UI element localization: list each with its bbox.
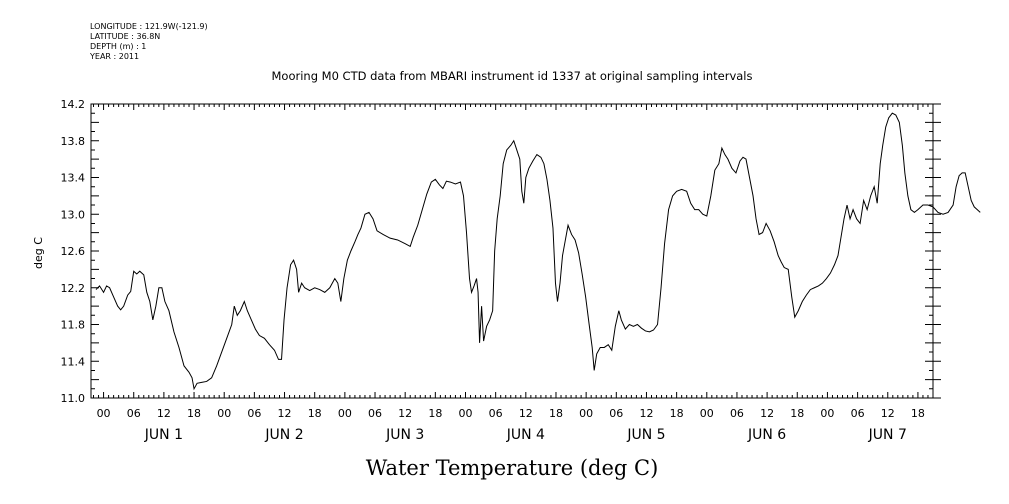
y-axis-label: deg C [32, 237, 45, 269]
x-tick-label: 18 [670, 407, 684, 420]
x-tick-label: 18 [428, 407, 442, 420]
day-label: JUN 2 [264, 427, 303, 443]
x-tick-label: 18 [549, 407, 563, 420]
x-tick-label: 00 [97, 407, 111, 420]
day-label: JUN 7 [868, 427, 907, 443]
axis-ticks [91, 103, 941, 399]
y-tick-label: 12.6 [61, 245, 86, 258]
day-label: JUN 6 [747, 427, 786, 443]
x-tick-label: 06 [247, 407, 261, 420]
y-tick-label: 11.0 [61, 392, 86, 405]
latitude-text: LATITUDE : 36.8N [90, 32, 161, 41]
y-tick-labels: 11.0 11.4 11.8 12.2 12.6 13.0 13.4 13.8 14.2 [61, 98, 86, 405]
day-label: JUN 4 [506, 427, 545, 443]
day-label: JUN 3 [385, 427, 424, 443]
y-tick-label: 11.8 [61, 319, 86, 332]
x-tick-labels: 00 06 12 18 00 06 12 18 00 06 12 18 00 06 12 18 00 06 12 18… [97, 407, 925, 420]
chart-title: Mooring M0 CTD data from MBARI instrumen… [272, 69, 753, 83]
x-tick-label: 06 [127, 407, 141, 420]
day-label: JUN 5 [626, 427, 665, 443]
x-tick-label: 00 [820, 407, 834, 420]
x-tick-label: 18 [308, 407, 322, 420]
x-tick-label: 06 [609, 407, 623, 420]
x-tick-label: 00 [459, 407, 473, 420]
x-tick-label: 00 [217, 407, 231, 420]
plot-frame [90, 103, 934, 399]
x-tick-label: 06 [368, 407, 382, 420]
longitude-text: LONGITUDE : 121.9W(-121.9) [90, 22, 208, 31]
x-tick-label: 12 [157, 407, 171, 420]
y-tick-label: 11.4 [61, 355, 86, 368]
y-tick-label: 13.0 [61, 208, 86, 221]
x-tick-label: 06 [730, 407, 744, 420]
x-tick-label: 00 [700, 407, 714, 420]
tick-marks [91, 103, 941, 399]
x-tick-label: 12 [519, 407, 533, 420]
x-tick-label: 12 [398, 407, 412, 420]
x-tick-label: 00 [579, 407, 593, 420]
x-tick-label: 12 [639, 407, 653, 420]
x-tick-label: 06 [489, 407, 503, 420]
x-axis-title: Water Temperature (deg C) [366, 456, 659, 480]
y-tick-label: 12.2 [61, 282, 86, 295]
day-label: JUN 1 [144, 427, 183, 443]
x-tick-label: 12 [760, 407, 774, 420]
x-tick-label: 06 [851, 407, 865, 420]
x-tick-label: 12 [278, 407, 292, 420]
x-tick-label: 12 [881, 407, 895, 420]
day-labels: JUN 1 JUN 2 JUN 3 JUN 4 JUN 5 JUN 6 JUN 7 [144, 427, 907, 443]
y-tick-label: 14.2 [61, 98, 86, 111]
year-text: YEAR : 2011 [90, 52, 140, 61]
depth-text: DEPTH (m) : 1 [90, 42, 147, 51]
temperature-series-line [95, 112, 981, 391]
x-tick-label: 18 [911, 407, 925, 420]
x-tick-label: 18 [187, 407, 201, 420]
mooring-metadata: LONGITUDE : 121.9W(-121.9) LATITUDE : 36… [90, 22, 208, 62]
x-tick-label: 00 [338, 407, 352, 420]
y-tick-label: 13.4 [61, 172, 86, 185]
x-tick-label: 18 [790, 407, 804, 420]
y-tick-label: 13.8 [61, 135, 86, 148]
